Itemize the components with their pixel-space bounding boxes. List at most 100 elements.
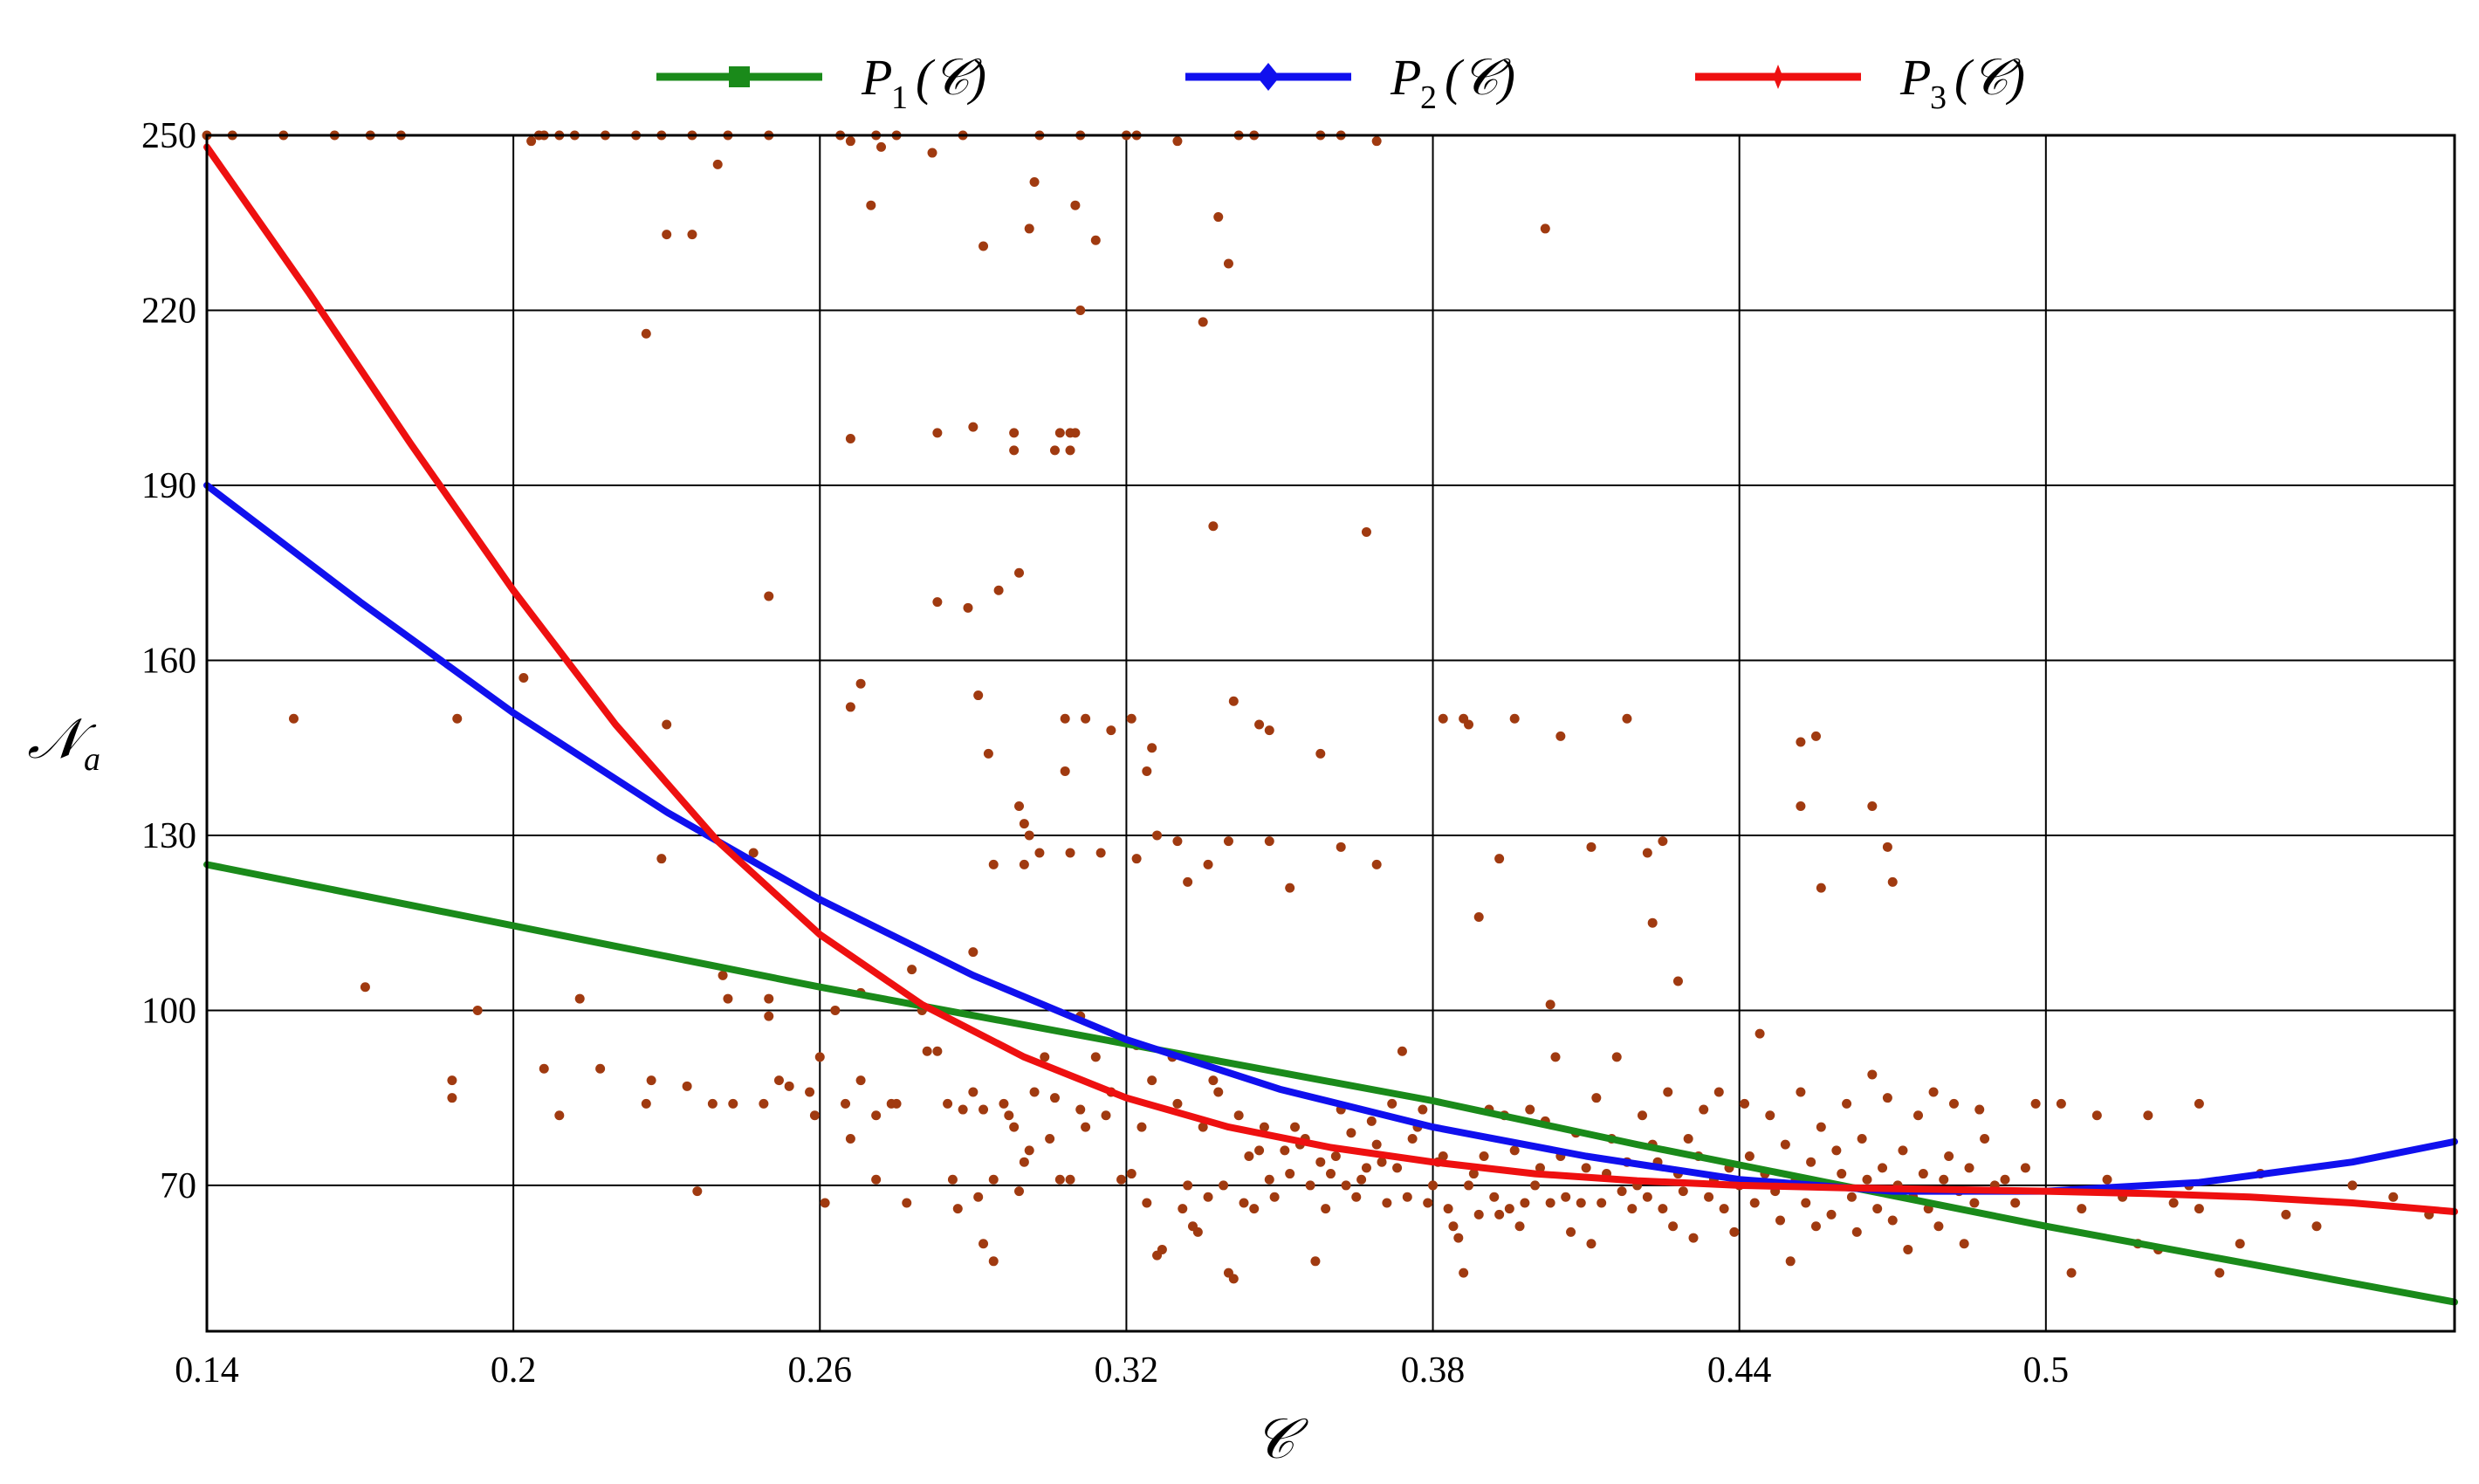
scatter-point (1239, 1198, 1249, 1208)
scatter-point (2010, 1198, 2021, 1208)
scatter-point (1796, 737, 1806, 747)
scatter-point (1060, 713, 1070, 724)
scatter-point (1780, 1139, 1790, 1150)
scatter-point (2168, 1198, 2179, 1208)
scatter-point (1443, 1204, 1453, 1214)
scatter-point (1489, 1192, 1500, 1202)
scatter-point (1775, 1215, 1785, 1226)
scatter-point (1126, 1169, 1136, 1179)
scatter-point (1382, 1198, 1392, 1208)
scatter-point (2347, 1180, 2358, 1191)
scatter-point (1959, 1239, 1969, 1249)
scatter-point (876, 141, 886, 152)
scatter-point (1663, 1087, 1673, 1097)
scatter-point (539, 1063, 549, 1074)
scatter-point (988, 859, 999, 869)
scatter-point (1326, 1169, 1336, 1179)
scatter-point (1969, 1198, 1980, 1208)
scatter-point (1259, 1122, 1269, 1132)
scatter-point (1075, 1104, 1086, 1115)
legend-label-arg: (𝒞) (916, 49, 986, 106)
scatter-point (805, 1087, 815, 1097)
scatter-point (1090, 1052, 1101, 1062)
scatter-point (1014, 567, 1025, 578)
scatter-point (1336, 842, 1346, 852)
x-tick-label: 0.2 (491, 1350, 537, 1391)
scatter-point (1254, 1145, 1265, 1156)
scatter-point (1744, 1151, 1755, 1162)
scatter-point (922, 1046, 932, 1056)
x-tick-label: 0.26 (788, 1350, 853, 1391)
scatter-point (1509, 713, 1520, 724)
y-tick-label: 100 (141, 991, 196, 1031)
x-tick-label: 0.14 (175, 1350, 239, 1391)
scatter-point (979, 1104, 989, 1115)
scatter-point (845, 1133, 855, 1144)
scatter-point (2235, 1239, 2245, 1249)
scatter-point (2311, 1221, 2322, 1232)
fit-curves (203, 143, 2458, 1306)
scatter-point (1918, 1169, 1928, 1179)
scatter-point (1672, 976, 1683, 986)
scatter-point (2194, 1204, 2204, 1214)
scatter-point (830, 1005, 841, 1015)
scatter-point (1846, 1192, 1857, 1202)
x-tick-label: 0.5 (2023, 1350, 2070, 1391)
scatter-point (1468, 1169, 1479, 1179)
scatter-point (1346, 1128, 1356, 1138)
scatter-point (728, 1098, 738, 1109)
scatter-point (1867, 801, 1878, 812)
legend-label-arg: (𝒞) (1445, 49, 1515, 106)
scatter-point (1060, 766, 1070, 776)
scatter-point (2388, 1192, 2399, 1202)
y-axis-title: 𝒩 a (27, 708, 100, 778)
scatter-point (1366, 1116, 1377, 1126)
scatter-point (1351, 1192, 1362, 1202)
scatter-point (979, 241, 989, 251)
scatter-point (764, 1011, 774, 1021)
y-tick-label: 190 (141, 466, 196, 506)
scatter-point (472, 1005, 483, 1015)
scatter-point (1305, 1180, 1315, 1191)
scatter-point (1555, 731, 1566, 741)
scatter-point (1208, 1075, 1219, 1086)
scatter-point (1816, 1122, 1826, 1132)
scatter-point (1699, 1104, 1709, 1115)
scatter-point (1136, 1122, 1147, 1132)
scatter-point (1249, 1204, 1260, 1214)
legend-label-sub: 2 (1420, 79, 1437, 116)
scatter-point (1520, 1198, 1530, 1208)
legend-label-sub: 3 (1930, 79, 1947, 116)
scatter-point (1514, 1221, 1525, 1232)
scatter-point (952, 1204, 963, 1214)
scatter-point (1459, 1268, 1469, 1278)
scatter-point (1658, 836, 1668, 847)
legend-label-sub: 1 (891, 79, 908, 116)
y-tick-label: 70 (160, 1166, 196, 1206)
scatter-point (1872, 1204, 1883, 1214)
scatter-point (1438, 713, 1448, 724)
scatter-point (1315, 1157, 1326, 1167)
scatter-point (1290, 1122, 1301, 1132)
scatter-point (1147, 743, 1157, 753)
scatter-point (1566, 1226, 1576, 1237)
scatter-point (1223, 836, 1233, 847)
scatter-point (1765, 1110, 1775, 1121)
scatter-point (1081, 1122, 1091, 1132)
scatter-point (1040, 1052, 1050, 1062)
scatter-point (1014, 1186, 1025, 1197)
scatter-point (1203, 1192, 1213, 1202)
scatter-point (1944, 1151, 1954, 1162)
scatter-point (764, 591, 774, 601)
scatter-point (1101, 1110, 1111, 1121)
y-axis-ticks: 70 100 130 160 190 220 250 (141, 116, 196, 1206)
scatter-point (999, 1098, 1009, 1109)
scatter-point (841, 1098, 851, 1109)
scatter-point (1464, 719, 1474, 730)
scatter-point (958, 1104, 968, 1115)
legend-diamond-marker-icon (1257, 63, 1280, 91)
x-tick-label: 0.38 (1401, 1350, 1466, 1391)
scatter-point (1597, 1198, 1607, 1208)
scatter-point (1183, 876, 1193, 887)
scatter-point (1438, 1151, 1448, 1162)
